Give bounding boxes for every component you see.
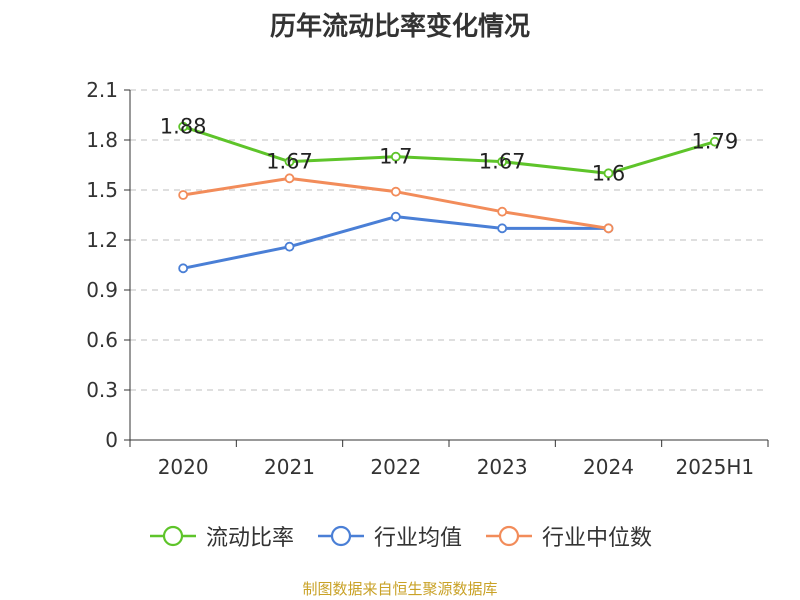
legend-item[interactable]: 流动比率 — [148, 520, 294, 552]
data-point — [390, 186, 401, 197]
data-point — [284, 173, 295, 184]
data-label: 1.7 — [379, 145, 412, 169]
y-tick-label: 1.5 — [86, 178, 118, 202]
series-line-1 — [182, 215, 609, 270]
legend-label: 行业中位数 — [542, 526, 653, 551]
x-tick-label: 2025H1 — [675, 455, 754, 479]
source-note: 制图数据来自恒生聚源数据库 — [302, 580, 498, 598]
data-point — [709, 136, 720, 147]
axes: 0 0.3 0.6 0.9 1.2 1.5 1.8 2.1 2020 2021 2022 2023 20… — [86, 78, 769, 479]
x-tick-label: 2024 — [583, 455, 634, 479]
x-tick-label: 2021 — [264, 455, 315, 479]
data-label: 1.88 — [160, 115, 207, 139]
legend-swatch — [149, 525, 196, 547]
data-label: 1.67 — [479, 150, 526, 174]
y-tick-label: 0 — [105, 428, 118, 452]
data-point — [497, 223, 508, 234]
x-tick-label: 2022 — [370, 455, 421, 479]
data-point — [284, 241, 295, 252]
legend-label: 流动比率 — [205, 526, 294, 551]
data-point — [390, 211, 401, 222]
y-tick-label: 0.3 — [86, 378, 118, 402]
data-point — [284, 156, 295, 167]
data-label: 1.67 — [266, 150, 313, 174]
data-label: 1.79 — [691, 130, 738, 154]
data-labels: 1.88 1.67 1.7 1.67 1.6 1.79 — [160, 115, 738, 186]
series-line-0 — [182, 125, 716, 175]
data-point — [178, 263, 189, 274]
legend-item[interactable]: 行业中位数 — [484, 520, 652, 552]
data-label: 1.6 — [592, 161, 625, 185]
legend: 流动比率 行业均值 行业中位数 — [0, 520, 800, 552]
legend-swatch — [317, 525, 364, 547]
y-tick-label: 0.6 — [86, 328, 118, 352]
y-tick-label: 1.2 — [86, 228, 118, 252]
data-point — [390, 151, 401, 162]
legend-swatch — [486, 525, 532, 547]
data-point — [603, 168, 614, 179]
legend-label: 行业均值 — [373, 526, 462, 551]
grid-lines — [130, 89, 768, 391]
y-tick-label: 0.9 — [86, 278, 118, 302]
data-point — [497, 156, 508, 167]
data-point — [497, 206, 508, 217]
y-tick-label: 1.8 — [86, 128, 118, 152]
y-tick-label: 2.1 — [86, 78, 118, 102]
data-point — [178, 121, 189, 132]
x-tick-label: 2023 — [477, 455, 528, 479]
chart-title: 历年流动比率变化情况 — [269, 12, 530, 42]
series-lines — [178, 121, 720, 274]
legend-item[interactable]: 行业均值 — [316, 520, 462, 552]
data-point — [178, 190, 189, 200]
x-tick-label: 2020 — [158, 455, 209, 479]
data-point — [603, 223, 614, 234]
